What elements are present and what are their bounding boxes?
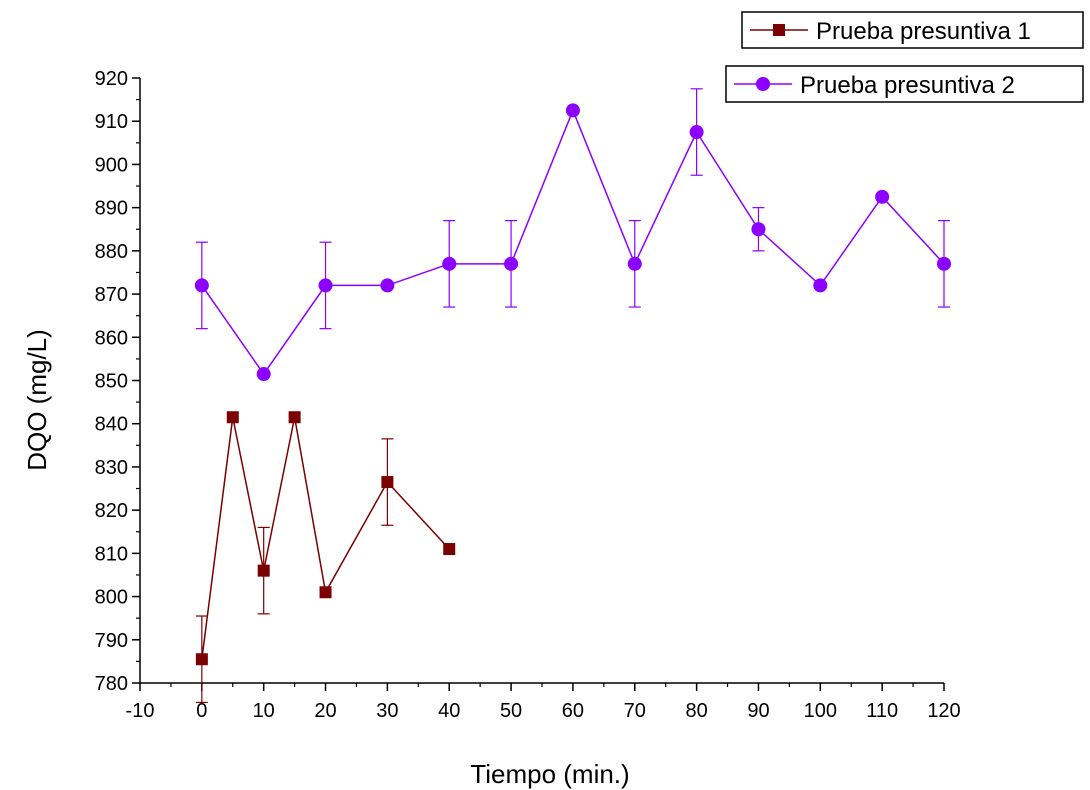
- y-tick-label: 780: [95, 673, 128, 695]
- data-point: [565, 103, 580, 118]
- data-point: [319, 586, 332, 599]
- y-tick-label: 890: [95, 198, 128, 220]
- data-point: [689, 125, 704, 140]
- x-tick-label: 100: [804, 700, 837, 722]
- x-tick-label: 20: [314, 700, 336, 722]
- data-point: [257, 564, 270, 577]
- legend-label: Prueba presuntiva 2: [800, 72, 1015, 99]
- data-point: [195, 653, 208, 666]
- data-point: [256, 367, 271, 382]
- y-tick-label: 850: [95, 371, 128, 393]
- y-tick-label: 880: [95, 241, 128, 263]
- x-tick-label: 60: [562, 700, 584, 722]
- legend-marker: [756, 77, 770, 91]
- series-1: [195, 411, 456, 704]
- x-tick-label: 10: [253, 700, 275, 722]
- data-point: [226, 411, 239, 424]
- y-tick-label: 800: [95, 587, 128, 609]
- y-tick-label: 860: [95, 327, 128, 349]
- data-point: [813, 278, 828, 293]
- series-layer: [194, 88, 951, 704]
- data-point: [380, 278, 395, 293]
- axes: -10 0 10 20 30 40 50 60 70 80 90 100 110 120 780 790 800…: [95, 68, 961, 722]
- x-tick-label: 120: [927, 700, 960, 722]
- y-axis-title: DQO (mg/L): [22, 329, 52, 471]
- data-point: [443, 543, 456, 556]
- series-line: [201, 417, 450, 660]
- x-tick-label: 50: [500, 700, 522, 722]
- y-tick-label: 830: [95, 457, 128, 479]
- data-point: [504, 256, 519, 271]
- y-tick-label: 920: [95, 68, 128, 90]
- y-tick-label: 910: [95, 111, 128, 133]
- data-point: [288, 411, 301, 424]
- legend: Prueba presuntiva 1 Prueba presuntiva 2: [725, 11, 1084, 103]
- x-tick-label: 30: [376, 700, 398, 722]
- x-tick-label: 80: [685, 700, 707, 722]
- y-tick-label: 790: [95, 630, 128, 652]
- x-tick-label: 0: [196, 700, 207, 722]
- legend-item-1: Prueba presuntiva 1: [741, 11, 1084, 49]
- data-point: [751, 222, 766, 237]
- y-tick-label: 870: [95, 284, 128, 306]
- data-point: [937, 256, 951, 271]
- series-2: [194, 88, 951, 382]
- data-point: [875, 189, 890, 204]
- y-tick-label: 820: [95, 500, 128, 522]
- y-tick-label: 840: [95, 414, 128, 436]
- x-tick-label: 70: [624, 700, 646, 722]
- data-point: [627, 256, 642, 271]
- y-tick-label: 900: [95, 154, 128, 176]
- x-tick-label: 110: [866, 700, 898, 722]
- legend-marker: [773, 24, 785, 36]
- data-point: [381, 476, 394, 489]
- legend-item-2: Prueba presuntiva 2: [725, 65, 1084, 103]
- data-point: [194, 278, 209, 293]
- x-tick-label: 40: [438, 700, 460, 722]
- data-point: [442, 256, 457, 271]
- series-line: [201, 108, 945, 376]
- y-tick-label: 810: [95, 543, 128, 565]
- x-axis-title: Tiempo (min.): [470, 759, 629, 789]
- x-tick-label: -10: [126, 700, 155, 722]
- data-point: [318, 278, 333, 293]
- legend-label: Prueba presuntiva 1: [816, 18, 1031, 45]
- x-tick-label: 90: [747, 700, 769, 722]
